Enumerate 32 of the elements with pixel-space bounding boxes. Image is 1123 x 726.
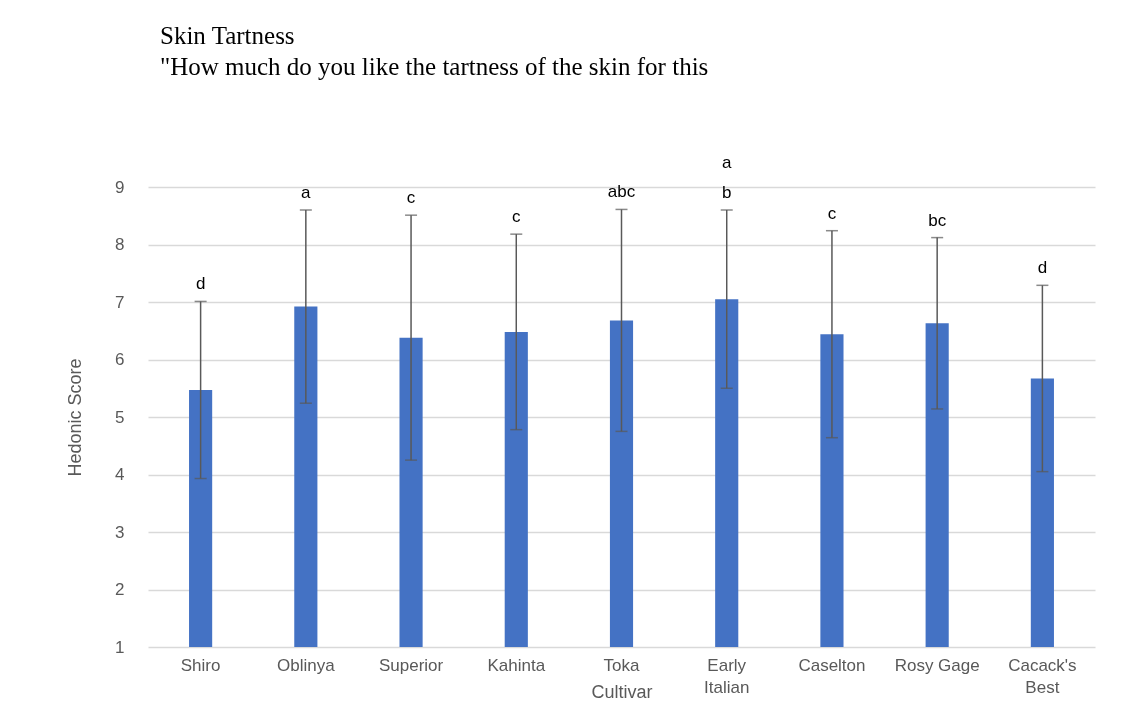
y-tick-label: 1 xyxy=(115,637,125,657)
annotation: d xyxy=(195,274,206,294)
annotation: b xyxy=(721,183,732,202)
y-tick-label: 2 xyxy=(115,580,125,599)
y-tick-label: 9 xyxy=(115,177,125,197)
x-tick-label: Rosy Gage xyxy=(894,655,980,675)
y-tick-label: 4 xyxy=(115,465,125,484)
x-tick-label: Toka xyxy=(603,655,640,675)
chart-title: Skin Tartness xyxy=(160,22,295,49)
x-tick-label: Superior xyxy=(378,655,444,675)
annotation: a xyxy=(301,183,312,202)
x-tick-label: Oblinya xyxy=(277,655,336,675)
x-tick-label: Early Italian xyxy=(704,655,750,697)
y-tick-label: 8 xyxy=(115,235,125,254)
y-tick-label: 6 xyxy=(115,350,125,369)
annotation: c xyxy=(827,203,837,223)
y-tick-label: 7 xyxy=(115,292,125,312)
annotation: d xyxy=(1037,258,1048,278)
chart-subtitle: "How much do you like the tartness of the skin for this xyxy=(160,53,709,80)
annotation: c xyxy=(512,207,522,227)
annotation: a xyxy=(721,153,732,172)
x-tick-label: Shiro xyxy=(180,655,221,675)
annotation: bc xyxy=(928,210,947,230)
y-tick-label: 3 xyxy=(115,522,125,542)
annotation: abc xyxy=(607,182,636,202)
x-tick-label: Kahinta xyxy=(487,655,546,675)
annotation: c xyxy=(406,188,416,208)
x-axis-title: Cultivar xyxy=(591,681,653,702)
y-axis-title: Hedonic Score xyxy=(65,358,86,477)
x-tick-label: Cacack's Best xyxy=(1008,655,1077,697)
y-tick-label: 5 xyxy=(115,407,125,427)
x-tick-label: Caselton xyxy=(798,655,866,675)
